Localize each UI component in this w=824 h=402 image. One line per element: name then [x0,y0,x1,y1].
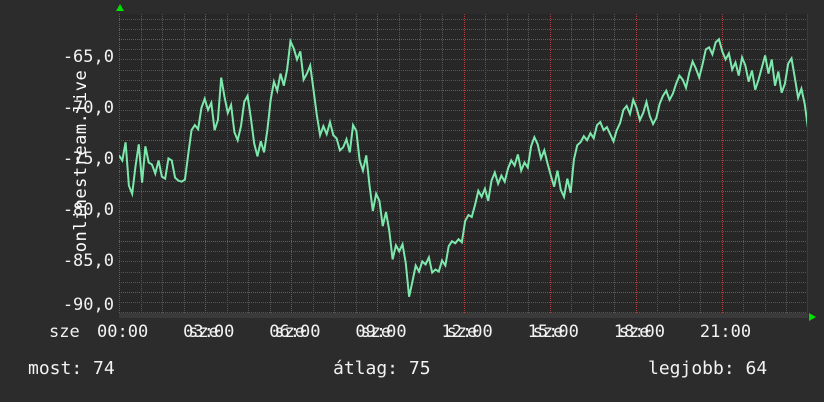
x-tick-day: sze [446,322,478,342]
plot-area [119,14,808,317]
x-tick-day: sze [532,322,564,342]
x-tick-hour: 00:00 [97,322,149,342]
y-tick-label: -85,0 [62,251,114,271]
y-tick-label: -90,0 [62,295,114,315]
x-tick-day: sze [188,322,219,342]
y-tick-label: -80,0 [62,200,114,220]
y-tick-label: -75,0 [62,149,114,169]
x-tick-hour: 09:00 [355,322,407,342]
x-tick-day: sze [274,322,305,342]
legend-bar: most: 74 átlag: 75 legjobb: 64 [0,358,824,390]
legend-best: legjobb: 64 [648,358,768,379]
x-tick-hour: 06:00 [269,322,321,342]
y-axis-arrow-icon [116,4,124,11]
x-tick-hour: 15:00 [527,322,579,342]
x-tick-day: sze [360,322,392,342]
y-tick-label: -65,0 [62,47,114,67]
y-tick-label-group: -65,0 -70,0 -75,0 -80,0 -85,0 -90,0 [0,0,114,402]
y-tick-label: -70,0 [62,98,114,118]
x-tick-hour: 12:00 [441,322,493,342]
x-tick-day: sze [49,322,80,342]
plot-svg [119,14,807,317]
x-tick-day: sze [618,322,650,342]
x-tick-label-group: 00:00 sze 03:00 sze 06:00 sze 09:00 sze 12:00 sze… [0,322,824,346]
legend-now: most: 74 [28,358,115,379]
legend-average: átlag: 75 [333,358,431,379]
x-tick-hour: 18:00 [613,322,665,342]
x-tick-hour: 03:00 [183,322,235,342]
data-series-line [119,37,807,298]
x-tick-hour: 21:00 [699,322,752,342]
plot-bottom-rail [119,313,808,318]
x-axis-arrow-icon [809,313,816,321]
